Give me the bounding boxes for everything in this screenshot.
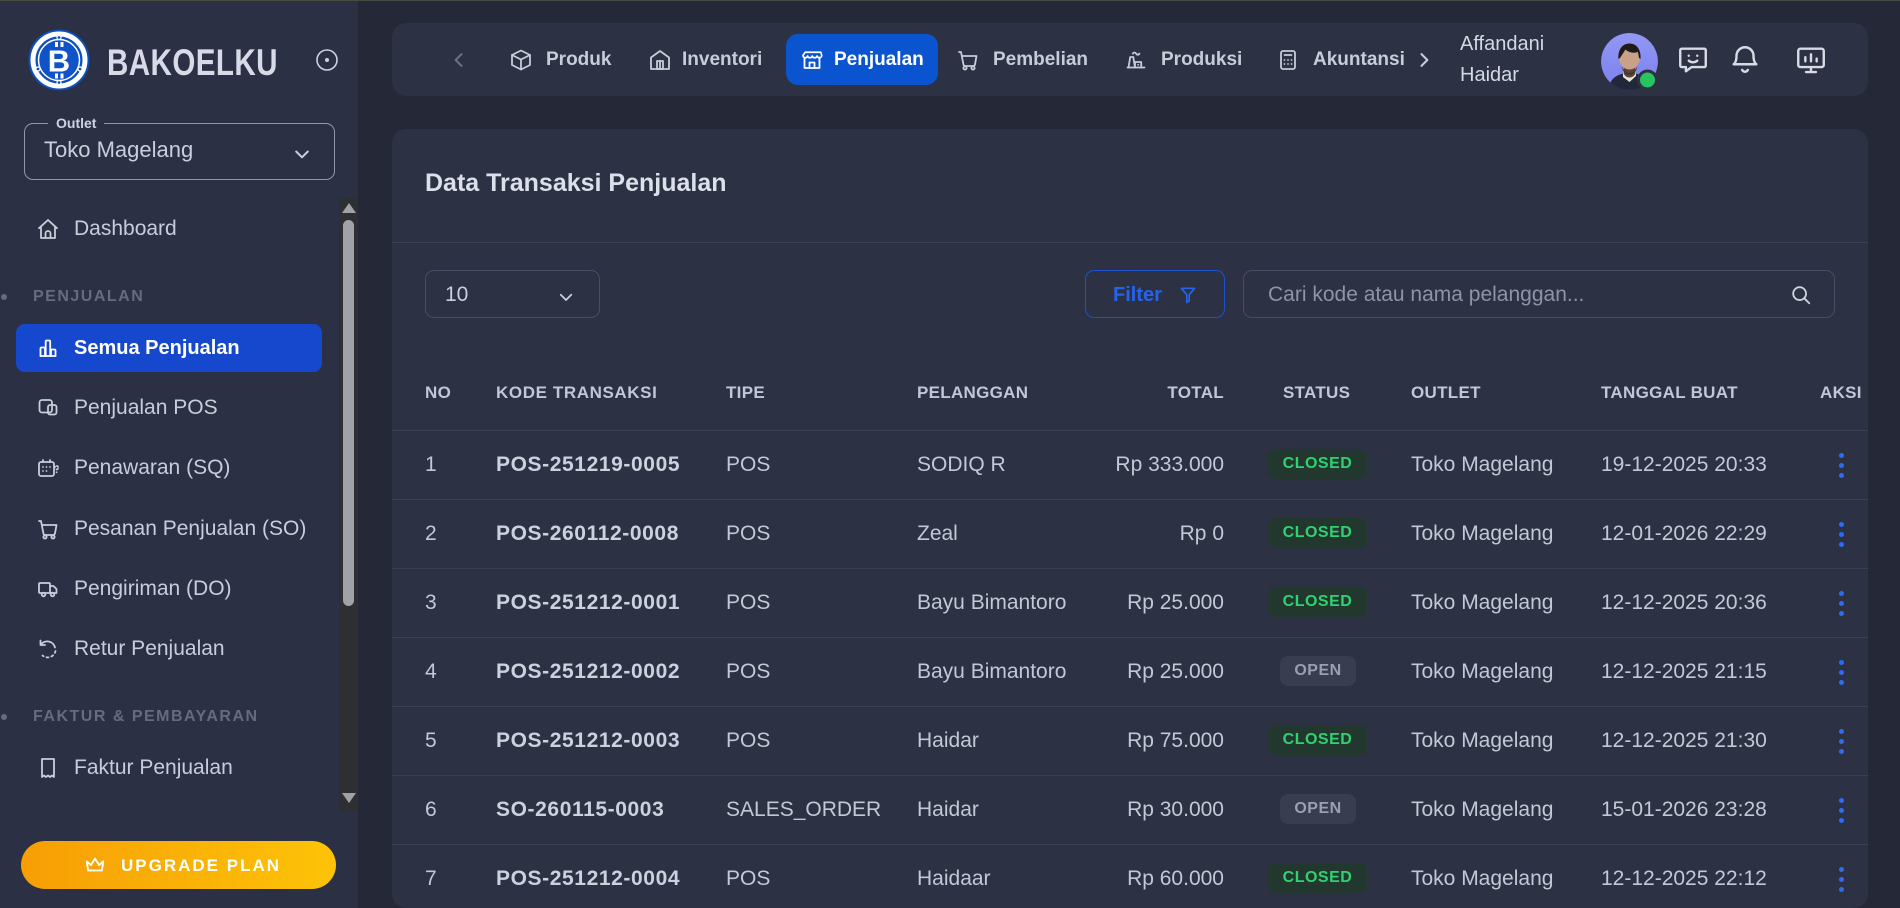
svg-text:B: B <box>48 44 70 79</box>
